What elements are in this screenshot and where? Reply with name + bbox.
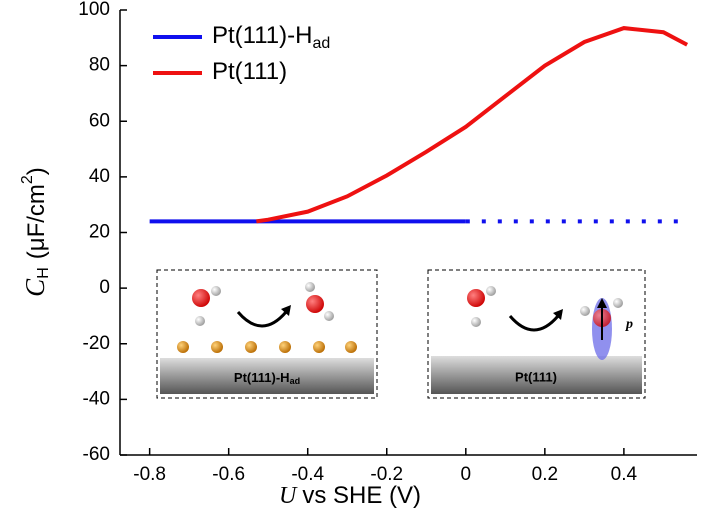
y-tick-label: -40 (83, 388, 110, 409)
x-tick-label: 0.2 (532, 464, 558, 485)
y-tick-label: 60 (89, 110, 110, 131)
x-tick-label: -0.2 (370, 464, 403, 485)
y-axis-label: CH(μF/cm2) (19, 167, 52, 297)
inset-label: Pt(111)-Had (234, 370, 300, 386)
legend-label: Pt(111) (212, 58, 287, 85)
y-tick-label: -60 (83, 444, 110, 465)
inset-left: Pt(111)-Had (156, 269, 378, 399)
x-tick-label: 0 (461, 464, 472, 485)
x-tick-label: -0.6 (212, 464, 245, 485)
y-tick-label: 0 (99, 277, 110, 298)
y-tick-label: 20 (89, 222, 110, 243)
y-tick-label: 100 (78, 0, 110, 20)
x-tick-label: -0.4 (291, 464, 324, 485)
inset-right: p Pt(111) (427, 269, 646, 399)
x-tick-label: 0.4 (611, 464, 638, 485)
legend-name: Pt(111) (212, 58, 287, 85)
inset-label: Pt(111) (515, 369, 557, 384)
y-tick-label: 80 (89, 55, 110, 76)
vector-label: p (625, 317, 633, 332)
series-line (256, 26, 689, 224)
y-tick-label: 40 (89, 166, 110, 187)
legend-label: Pt(111)-Had (212, 22, 330, 52)
x-tick-label: -0.8 (133, 464, 166, 485)
y-tick-label: -20 (83, 333, 110, 354)
legend-subscript: ad (312, 35, 330, 52)
legend-name: Pt(111)-H (212, 22, 312, 49)
